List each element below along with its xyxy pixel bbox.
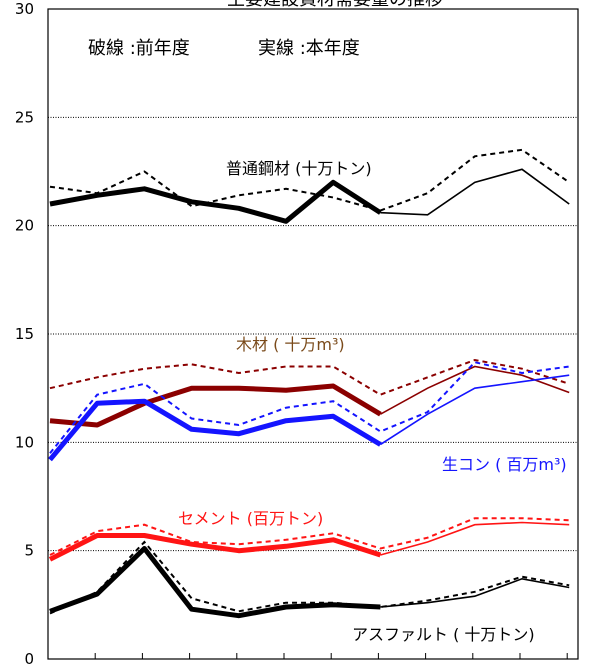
y-tick-label: 20 xyxy=(15,217,34,235)
series-line-timber-previous xyxy=(49,358,570,396)
series-line-timber-current-thin xyxy=(380,365,570,415)
y-tick-label: 0 xyxy=(24,650,34,664)
series-line-asphalt-previous xyxy=(49,540,570,615)
series-line-concrete-current-bold xyxy=(48,398,382,462)
series-lines xyxy=(48,148,570,619)
y-tick-label: 15 xyxy=(15,325,34,343)
series-label-concrete: 生コン ( 百万m³) xyxy=(442,455,567,474)
series-label-asphalt: アスファルト ( 十万トン) xyxy=(352,625,535,644)
series-line-cement-current-thin xyxy=(380,521,570,556)
series-line-timber-current-bold xyxy=(49,383,382,428)
y-tick-label: 10 xyxy=(15,433,34,451)
series-line-concrete-current-thin xyxy=(379,374,570,446)
series-line-concrete-previous xyxy=(49,361,570,454)
x-axis xyxy=(94,653,568,659)
legend-dashed-note: 破線 :前年度 xyxy=(88,38,190,59)
plot-frame xyxy=(47,8,579,660)
series-line-cement-previous xyxy=(49,517,570,556)
y-tick-label: 25 xyxy=(15,108,34,126)
series-line-asphalt-current-bold xyxy=(49,546,381,619)
y-tick-label: 30 xyxy=(15,0,34,18)
series-line-asphalt-current-thin xyxy=(380,577,570,608)
series-label-steel: 普通鋼材 (十万トン) xyxy=(226,159,372,178)
y-axis: 0 5 10 15 20 25 30 xyxy=(15,0,34,664)
series-line-steel-current-thin xyxy=(380,168,570,216)
series-line-steel-current-bold xyxy=(49,179,382,224)
y-tick-label: 5 xyxy=(24,542,34,560)
legend-solid-note: 実線 :本年度 xyxy=(258,38,360,59)
series-label-timber: 木材 ( 十万m³) xyxy=(236,335,345,354)
series-line-cement-current-bold xyxy=(48,533,382,562)
series-line-steel-previous xyxy=(49,148,570,212)
gridlines xyxy=(48,116,578,552)
chart-title: 主要建設資材需要量の推移 xyxy=(227,0,443,10)
series-label-cement: セメント (百万トン) xyxy=(178,509,323,528)
